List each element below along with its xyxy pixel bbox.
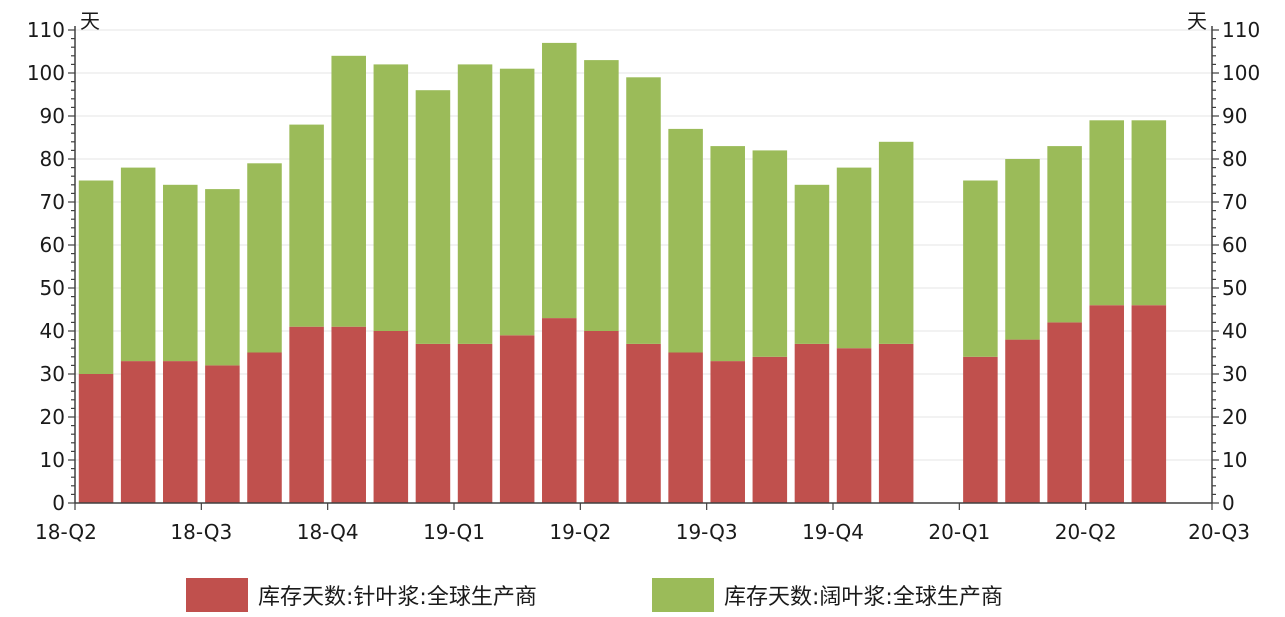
bar-segment-hardwood [1089,120,1124,306]
bar-segment-hardwood [710,146,745,362]
bar-segment-softwood [836,348,872,503]
bar-segment-softwood [415,343,451,503]
bar-segment-hardwood [836,167,872,349]
bar-segment-softwood [78,374,114,503]
left-axis-unit: 天 [80,9,100,33]
bar-segment-softwood [120,361,156,503]
bar-segment-softwood [878,343,914,503]
bar-segment-hardwood [878,141,914,344]
y-tick-label-right: 0 [1222,491,1235,515]
y-tick-label-right: 60 [1222,233,1247,257]
x-tick-label: 19-Q3 [676,520,738,544]
x-tick-label: 19-Q4 [802,520,864,544]
bar-segment-softwood [1131,305,1167,503]
bar-segment-softwood [457,343,493,503]
bar-segment-hardwood [373,64,409,332]
y-tick-label-right: 30 [1222,362,1247,386]
y-tick-label-right: 10 [1222,448,1247,472]
y-tick-label-left: 20 [40,405,65,429]
x-tick-label: 20-Q1 [928,520,990,544]
bar-segment-hardwood [415,90,451,344]
bar-segment-hardwood [626,77,661,344]
bar-segment-hardwood [331,55,366,327]
bar-segment-hardwood [120,167,156,362]
bar-segment-hardwood [668,128,703,353]
bar-segment-hardwood [542,42,577,319]
bar-segment-hardwood [794,184,830,344]
y-tick-label-right: 20 [1222,405,1247,429]
y-tick-label-left: 50 [40,276,65,300]
legend-label-hardwood: 库存天数:阔叶浆:全球生产商 [724,585,1003,610]
bar-segment-hardwood [584,60,619,331]
y-tick-label-right: 40 [1222,319,1247,343]
bar-segment-hardwood [752,150,788,357]
bar-segment-softwood [373,331,409,503]
y-tick-label-left: 10 [40,448,65,472]
y-tick-label-left: 30 [40,362,65,386]
y-tick-label-right: 50 [1222,276,1247,300]
bar-segment-softwood [794,343,830,503]
legend-label-softwood: 库存天数:针叶浆:全球生产商 [258,585,537,610]
y-tick-label-left: 70 [40,190,65,214]
bar-segment-hardwood [1131,120,1167,306]
x-tick-label: 18-Q4 [297,520,359,544]
y-tick-label-left: 90 [40,104,65,128]
bar-segment-softwood [963,356,998,503]
bar-segment-hardwood [499,68,535,336]
bar-segment-softwood [542,318,577,503]
bar-segment-hardwood [205,189,240,366]
y-tick-label-right: 90 [1222,104,1247,128]
bars [78,42,1167,503]
bar-segment-softwood [163,361,198,503]
right-axis-unit: 天 [1187,9,1207,33]
bar-segment-softwood [1005,339,1040,503]
legend-swatch-hardwood [652,578,714,612]
bar-segment-softwood [499,335,535,503]
y-tick-label-left: 0 [52,491,65,515]
bar-segment-softwood [668,352,703,503]
legend-swatch-softwood [186,578,248,612]
x-tick-label: 18-Q3 [170,520,232,544]
y-tick-label-right: 110 [1222,18,1260,42]
bar-segment-softwood [205,365,240,503]
bar-segment-hardwood [163,184,198,362]
bar-segment-hardwood [963,180,998,357]
y-tick-label-left: 100 [27,61,65,85]
bar-segment-softwood [1047,322,1082,503]
x-tick-label: 19-Q1 [423,520,485,544]
y-tick-label-left: 110 [27,18,65,42]
y-tick-label-left: 80 [40,147,65,171]
bar-segment-hardwood [247,163,282,353]
bar-segment-hardwood [78,180,114,374]
bar-segment-softwood [289,326,324,503]
bar-segment-hardwood [1047,146,1082,323]
bar-segment-softwood [710,361,745,503]
bar-segment-hardwood [457,64,493,344]
y-tick-label-right: 80 [1222,147,1247,171]
bar-segment-softwood [247,352,282,503]
y-tick-label-right: 100 [1222,61,1260,85]
axes: 0 0 10 10 20 20 30 30 40 40 50 50 60 60 70 70 80 80 90 90 10… [27,18,1260,544]
y-tick-label-left: 40 [40,319,65,343]
bar-segment-hardwood [289,124,324,327]
bar-segment-softwood [1089,305,1124,503]
bar-segment-softwood [752,356,788,503]
bar-segment-hardwood [1005,159,1040,340]
x-tick-label: 18-Q2 [35,520,97,544]
x-tick-label: 19-Q2 [549,520,611,544]
x-tick-label: 20-Q2 [1055,520,1117,544]
bar-segment-softwood [626,343,661,503]
bar-segment-softwood [584,331,619,503]
x-tick-label: 20-Q3 [1188,520,1250,544]
legend: 库存天数:针叶浆:全球生产商 库存天数:阔叶浆:全球生产商 [186,578,1003,612]
bar-segment-softwood [331,326,366,503]
y-tick-label-left: 60 [40,233,65,257]
y-tick-label-right: 70 [1222,190,1247,214]
